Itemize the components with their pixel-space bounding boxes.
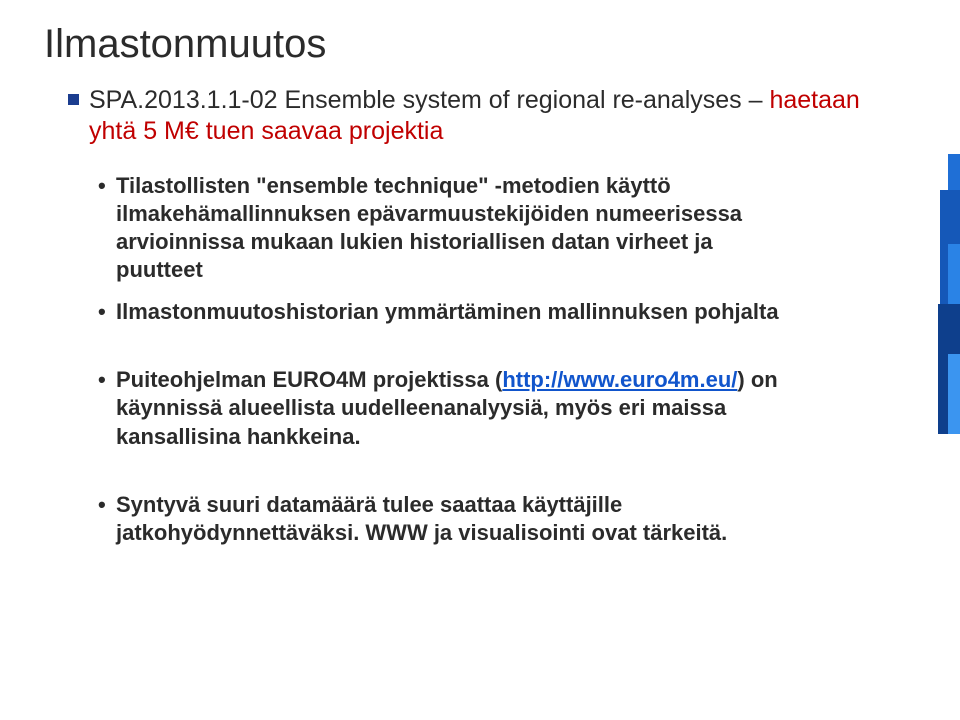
euro4m-link[interactable]: http://www.euro4m.eu/ [502,367,737,392]
subtitle-code: SPA.2013.1.1-02 Ensemble system of regio… [89,86,769,114]
subtitle: SPA.2013.1.1-02 Ensemble system of regio… [89,85,900,148]
square-bullet-icon [68,94,79,105]
list-item-text-pre: Puiteohjelman EURO4M projektissa ( [116,367,502,392]
list-item: Syntyvä suuri datamäärä tulee saattaa kä… [98,491,790,547]
list-item: Puiteohjelman EURO4M projektissa (http:/… [98,366,790,450]
slide-title: Ilmastonmuutos [44,22,900,67]
body: Tilastollisten "ensemble technique" -met… [98,172,790,548]
list-item: Tilastollisten "ensemble technique" -met… [98,172,790,285]
decorative-bars [916,154,960,434]
slide: Ilmastonmuutos SPA.2013.1.1-02 Ensemble … [0,0,960,720]
bullet-list: Tilastollisten "ensemble technique" -met… [98,172,790,548]
list-item: Ilmastonmuutoshistorian ymmärtäminen mal… [98,298,790,326]
subtitle-row: SPA.2013.1.1-02 Ensemble system of regio… [68,85,900,148]
deco-bar-icon [948,354,960,434]
